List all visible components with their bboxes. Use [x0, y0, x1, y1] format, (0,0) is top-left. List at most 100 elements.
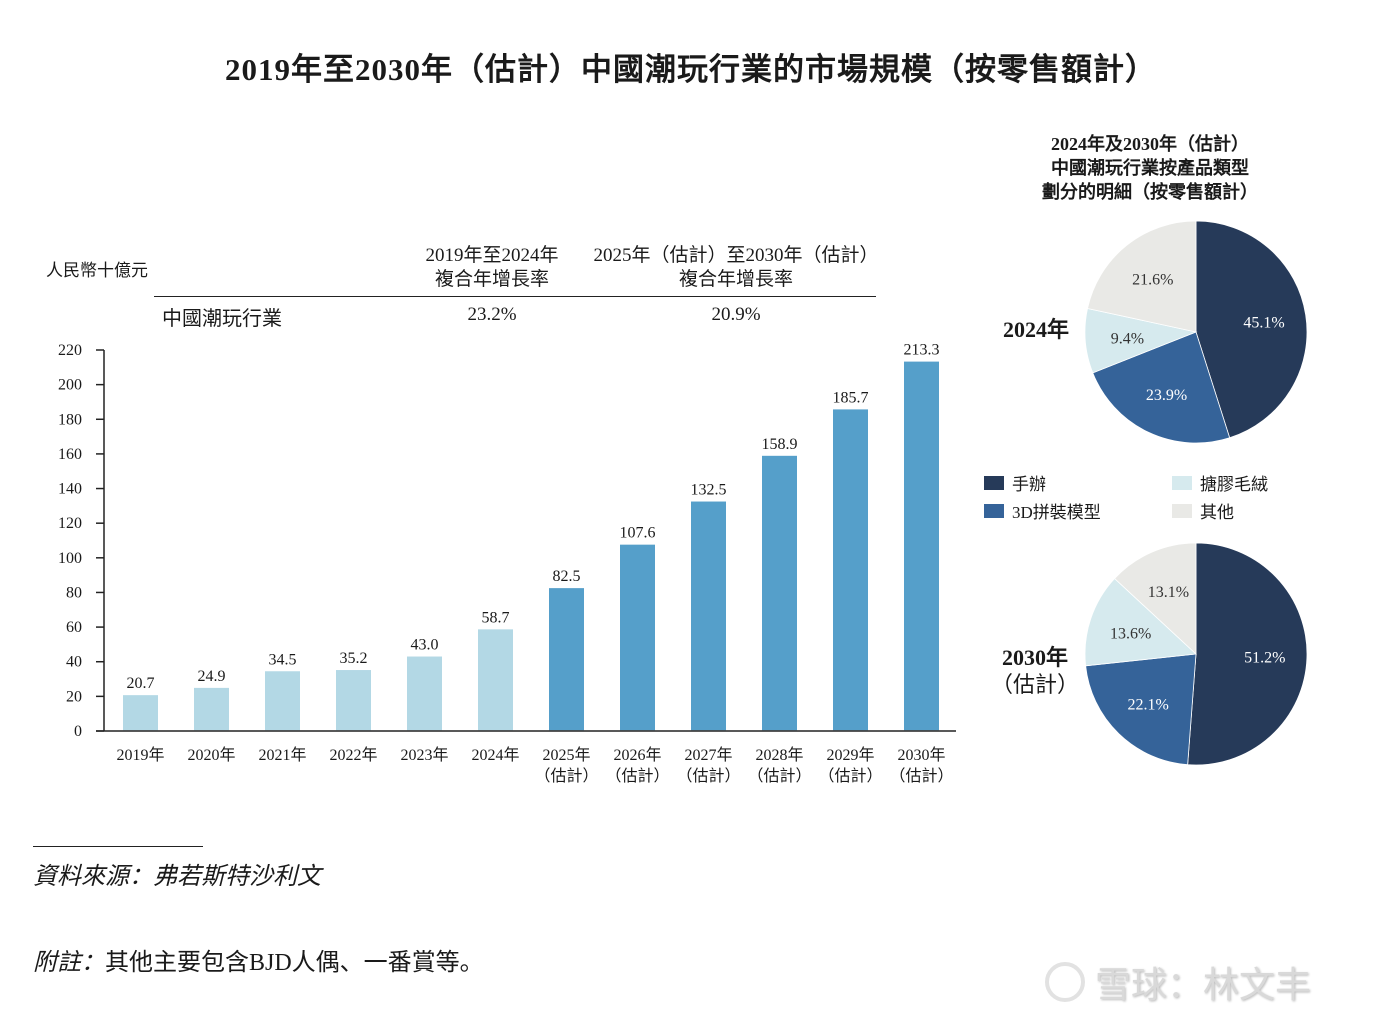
legend-label: 手辦: [1012, 475, 1046, 494]
x-tick-label: 2027年: [684, 746, 732, 764]
bar-value-label: 34.5: [269, 651, 297, 668]
pie-2030: 51.2% 22.1% 13.6% 13.1%: [1084, 542, 1308, 766]
bar: [123, 695, 158, 731]
bar-series: 20.7 24.9 34.5 35.2 43.0 58.7 82.5 107.6 132.5 15…: [123, 342, 940, 731]
bar: [620, 544, 655, 731]
x-tick-label: 2023年: [400, 746, 448, 764]
x-tick-label: 2024年: [471, 746, 519, 764]
pie-2030-label-line1: 2030年: [1001, 645, 1068, 670]
x-tick-label: （估計）: [818, 767, 882, 785]
pie-2024-label: 2024年: [994, 316, 1078, 343]
cagr-header-historical-line1: 2019年至2024年: [425, 245, 559, 266]
x-tick-label: （估計）: [747, 767, 811, 785]
bar: [691, 501, 726, 731]
legend-swatch-others: [1172, 503, 1192, 518]
bar-chart: 0 20 40 60 80 100 120 140 160 180 200 220 20.7 24.9 3…: [58, 342, 956, 785]
pie-2030-label-line2: （估計）: [990, 672, 1079, 697]
pie-2024-label-line1: 2024年: [1002, 317, 1069, 342]
y-tick-label: 0: [74, 723, 82, 740]
pie-slice: [1084, 577, 1197, 667]
pie-chart-title: 2024年及2030年（估計） 中國潮玩行業按產品類型 劃分的明細（按零售額計）: [1000, 132, 1300, 204]
footnote-label: 附註：: [33, 950, 105, 976]
bar-value-label: 82.5: [553, 568, 581, 585]
x-tick-label: 2029年: [826, 746, 874, 764]
source-divider: [33, 846, 203, 847]
snowball-logo-icon: [1045, 962, 1085, 1002]
legend-label: 3D拼裝模型: [1012, 503, 1101, 522]
x-tick-label: （估計）: [889, 767, 953, 785]
pie-slice-label: 22.1%: [1127, 696, 1168, 713]
y-tick-label: 200: [58, 377, 82, 394]
pie-slice: [1187, 542, 1308, 766]
footnote: 附註：其他主要包含BJD人偶、一番賞等。: [33, 942, 484, 977]
pie-title-line2: 中國潮玩行業按產品類型: [1051, 158, 1249, 178]
bar-value-label: 213.3: [904, 342, 940, 359]
pie-slice-label: 23.9%: [1146, 387, 1187, 404]
bar-value-label: 58.7: [482, 609, 510, 626]
legend-item-3d-model: 3D拼裝模型: [984, 498, 1101, 523]
bar: [194, 687, 229, 731]
cagr-header-forecast-line1: 2025年（估計）至2030年（估計）: [593, 245, 879, 266]
pie-slice: [1114, 542, 1197, 655]
y-axis: 0 20 40 60 80 100 120 140 160 180 200 220: [58, 342, 104, 740]
bar-value-label: 24.9: [198, 668, 226, 685]
bar-value-label: 43.0: [411, 637, 439, 654]
chart-title: 2019年至2030年（估計）中國潮玩行業的市場規模（按零售額計）: [225, 52, 1157, 87]
bar: [336, 670, 371, 731]
legend-item-others: 其他: [1172, 498, 1234, 523]
pie-slice-label: 21.6%: [1132, 271, 1173, 288]
pie-slice: [1195, 220, 1308, 439]
bar: [833, 409, 868, 731]
x-tick-label: （估計）: [534, 767, 598, 785]
x-axis-labels: 2019年 2020年 2021年 2022年 2023年 2024年 2025年 （估計） 2…: [116, 746, 953, 785]
cagr-table-divider: [154, 296, 876, 297]
pie-slice-label: 13.6%: [1110, 625, 1151, 642]
bar: [549, 588, 584, 731]
y-tick-label: 180: [58, 411, 82, 428]
y-tick-label: 100: [58, 550, 82, 567]
x-tick-label: 2030年: [897, 746, 945, 764]
y-tick-label: 140: [58, 481, 82, 498]
bar: [762, 455, 797, 731]
y-tick-label: 60: [66, 619, 82, 636]
bar-value-label: 20.7: [127, 675, 155, 692]
y-tick-label: 40: [66, 654, 82, 671]
bar-value-label: 158.9: [762, 436, 798, 453]
pie-slice-label: 51.2%: [1244, 650, 1285, 667]
x-tick-label: 2021年: [258, 746, 306, 764]
pie-slice-label: 13.1%: [1148, 584, 1189, 601]
x-tick-label: 2028年: [755, 746, 803, 764]
pie-2030-label: 2030年 （估計）: [990, 644, 1080, 698]
x-tick-label: （估計）: [676, 767, 740, 785]
watermark-text: 雪球：林文丰: [1095, 965, 1312, 1006]
legend-label: 搪膠毛絨: [1200, 475, 1268, 494]
bar: [265, 671, 300, 731]
x-tick-label: （估計）: [605, 767, 669, 785]
x-tick-label: 2022年: [329, 746, 377, 764]
cagr-value-forecast: 20.9%: [711, 304, 761, 325]
bar: [478, 629, 513, 731]
cagr-value-historical: 23.2%: [467, 304, 517, 325]
pie-slice: [1087, 220, 1197, 333]
footnote-text: 其他主要包含BJD人偶、一番賞等。: [105, 950, 484, 976]
cagr-header-forecast-line2: 複合年增長率: [678, 269, 793, 290]
y-tick-label: 160: [58, 446, 82, 463]
legend-item-figurines: 手辦: [984, 470, 1046, 495]
x-tick-label: 2019年: [116, 746, 164, 764]
cagr-row-label: 中國潮玩行業: [162, 308, 282, 330]
cagr-header-historical: 2019年至2024年 複合年增長率: [400, 244, 584, 292]
legend-swatch-plush: [1172, 475, 1192, 490]
pie-slice: [1085, 653, 1197, 766]
y-tick-label: 80: [66, 584, 82, 601]
legend-swatch-figurines: [984, 475, 1004, 490]
pie-charts: 45.1% 23.9% 9.4% 21.6% 51.2% 22.1% 13.6% 13.1%: [1084, 220, 1308, 766]
cagr-header-forecast: 2025年（估計）至2030年（估計） 複合年增長率: [588, 244, 884, 292]
pie-2024: 45.1% 23.9% 9.4% 21.6%: [1084, 220, 1308, 444]
bar: [407, 656, 442, 731]
bar-value-label: 107.6: [620, 525, 656, 542]
bar-value-label: 185.7: [833, 389, 869, 406]
pie-slice: [1092, 331, 1231, 444]
bar-value-label: 132.5: [691, 482, 727, 499]
source-note: 資料來源：弗若斯特沙利文: [33, 864, 321, 890]
y-tick-label: 20: [66, 688, 82, 705]
